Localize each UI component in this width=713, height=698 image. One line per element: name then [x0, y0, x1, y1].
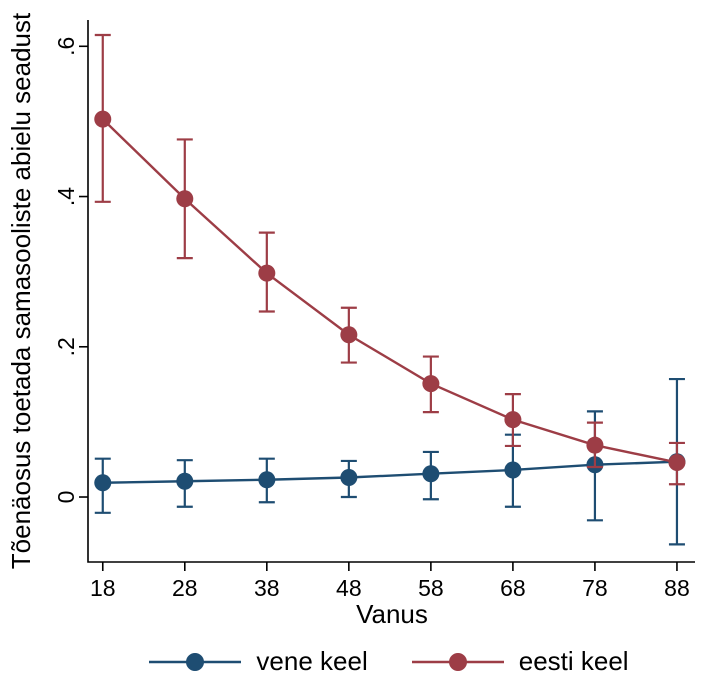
data-point-marker [94, 110, 112, 128]
series-line [101, 118, 678, 464]
legend-item-vene-keel: vene keel [147, 646, 368, 677]
x-tick-label: 28 [172, 575, 198, 601]
y-tick-label: .6 [53, 37, 79, 56]
x-tick-label: 88 [664, 575, 690, 601]
legend-label-vene-keel: vene keel [256, 646, 368, 676]
data-point-marker [176, 472, 194, 490]
data-point-marker [504, 461, 522, 479]
data-point-marker [586, 436, 604, 454]
axis-frame [87, 20, 695, 563]
data-point-marker [340, 468, 358, 486]
series-vene-keel [94, 377, 686, 546]
x-tick-label: 18 [90, 575, 116, 601]
data-point-marker [504, 411, 522, 429]
data-point-marker [340, 326, 358, 344]
x-tick-label: 68 [500, 575, 526, 601]
legend-label-eesti-keel: eesti keel [518, 646, 629, 676]
x-tick-label: 48 [336, 575, 362, 601]
vene-keel-line-marker-icon [149, 652, 242, 671]
series-line [102, 460, 677, 484]
x-tick-label: 38 [254, 575, 280, 601]
data-point-marker [668, 453, 686, 471]
data-point-marker [422, 375, 440, 393]
series-eesti-keel [94, 33, 686, 486]
data-point-marker [258, 471, 276, 489]
data-point-marker [94, 474, 112, 492]
x-tick-label: 78 [582, 575, 608, 601]
legend: vene keel eesti keel [63, 646, 713, 677]
legend-item-eesti-keel: eesti keel [410, 646, 629, 677]
data-point-marker [422, 465, 440, 483]
eesti-keel-line-marker-icon [411, 652, 504, 671]
y-tick-label: 0 [53, 491, 79, 504]
y-tick-label: .2 [53, 337, 79, 356]
series-layer [94, 33, 686, 546]
x-tick-label: 58 [418, 575, 444, 601]
data-point-marker [176, 190, 194, 208]
y-axis-title: Tõenäosus toetada samasooliste abielu se… [6, 12, 36, 569]
data-point-marker [258, 264, 276, 282]
y-tick-label: .4 [53, 187, 79, 206]
axes: 0 .2 .4 .6 18 28 38 48 58 68 78 88 [53, 20, 695, 601]
x-axis-title: Vanus [356, 599, 428, 629]
